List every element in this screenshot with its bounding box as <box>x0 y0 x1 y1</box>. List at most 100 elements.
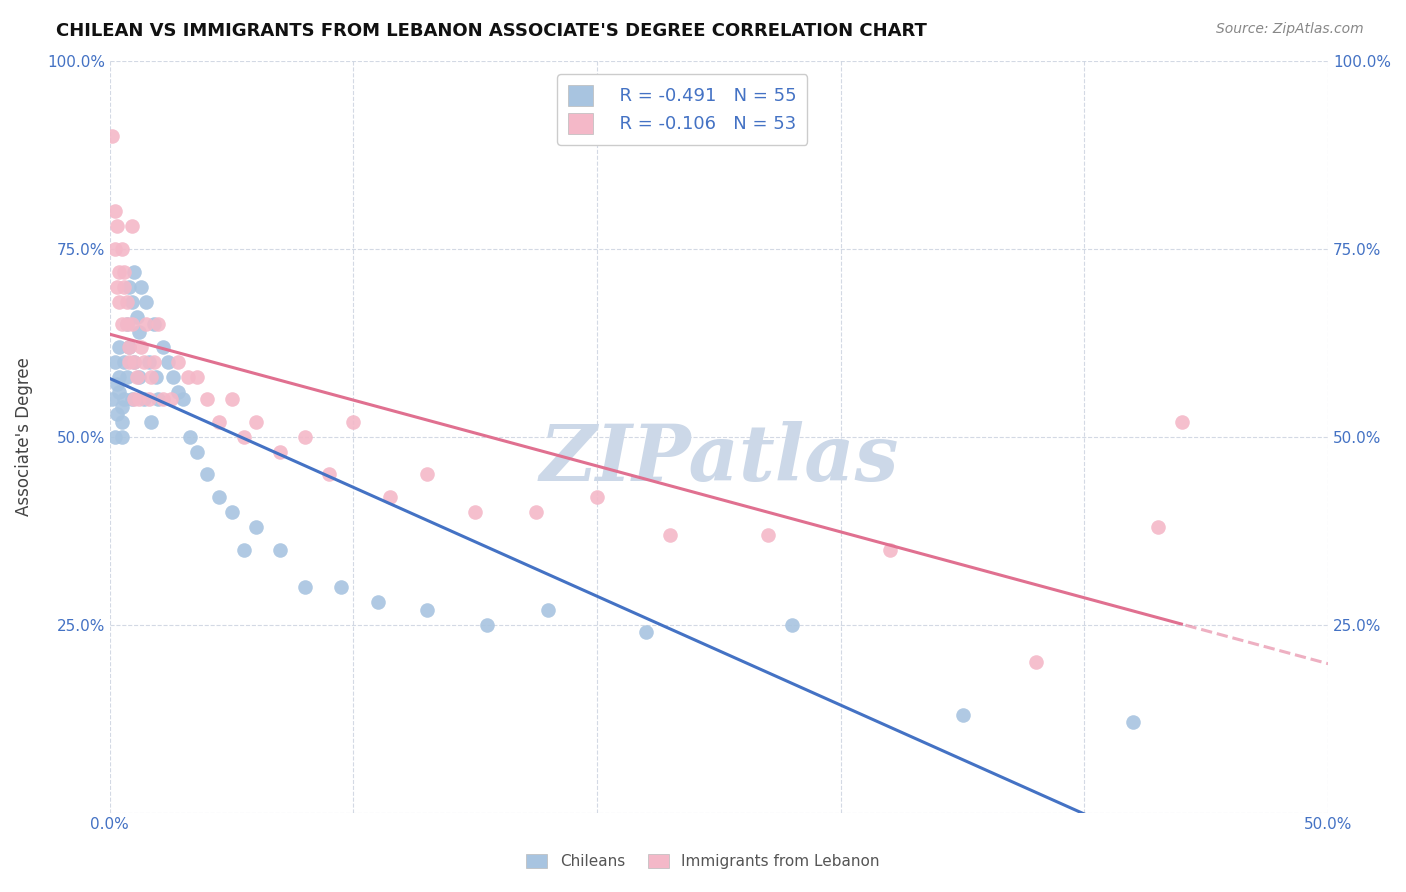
Point <box>101 392 124 407</box>
Point <box>111 415 134 429</box>
Point <box>294 580 316 594</box>
Point <box>157 354 180 368</box>
Point <box>141 415 163 429</box>
Point <box>269 542 291 557</box>
Point <box>122 392 145 407</box>
Point <box>111 430 134 444</box>
Point <box>121 392 143 407</box>
Point <box>118 354 141 368</box>
Point <box>111 317 134 331</box>
Point <box>118 279 141 293</box>
Point <box>131 279 153 293</box>
Point <box>118 340 141 354</box>
Point <box>135 317 157 331</box>
Point <box>756 527 779 541</box>
Text: Source: ZipAtlas.com: Source: ZipAtlas.com <box>1216 22 1364 37</box>
Point <box>122 354 145 368</box>
Point <box>1122 715 1144 730</box>
Point <box>952 707 974 722</box>
Point <box>232 430 254 444</box>
Point <box>142 354 165 368</box>
Point <box>108 384 131 399</box>
Point <box>104 430 127 444</box>
Point <box>342 415 364 429</box>
Point <box>477 617 499 632</box>
Legend: Chileans, Immigrants from Lebanon: Chileans, Immigrants from Lebanon <box>520 848 886 875</box>
Y-axis label: Associate's Degree: Associate's Degree <box>15 358 32 516</box>
Point <box>101 129 124 144</box>
Point <box>104 242 127 256</box>
Point <box>659 527 682 541</box>
Point <box>121 219 143 234</box>
Point <box>634 625 657 640</box>
Point <box>378 490 401 504</box>
Point <box>111 400 134 414</box>
Point <box>524 505 547 519</box>
Point <box>245 415 267 429</box>
Point <box>221 505 243 519</box>
Point <box>162 369 184 384</box>
Point <box>318 467 340 482</box>
Point <box>586 490 609 504</box>
Point <box>232 542 254 557</box>
Point <box>167 384 190 399</box>
Point <box>172 392 194 407</box>
Point <box>152 392 174 407</box>
Point <box>138 392 160 407</box>
Point <box>121 294 143 309</box>
Point <box>111 242 134 256</box>
Point <box>122 354 145 368</box>
Point <box>105 219 128 234</box>
Point <box>128 369 150 384</box>
Point <box>115 317 138 331</box>
Point <box>269 445 291 459</box>
Point <box>294 430 316 444</box>
Point <box>245 520 267 534</box>
Point <box>105 279 128 293</box>
Point <box>121 317 143 331</box>
Point <box>104 354 127 368</box>
Point <box>112 354 135 368</box>
Point <box>112 264 135 278</box>
Point <box>1025 655 1047 669</box>
Point <box>167 354 190 368</box>
Point <box>208 490 231 504</box>
Point <box>112 279 135 293</box>
Point <box>104 204 127 219</box>
Point <box>132 354 155 368</box>
Point <box>195 467 218 482</box>
Point <box>141 369 163 384</box>
Point <box>138 354 160 368</box>
Point <box>108 369 131 384</box>
Point <box>135 294 157 309</box>
Point <box>148 392 170 407</box>
Point <box>128 325 150 339</box>
Point <box>195 392 218 407</box>
Point <box>108 294 131 309</box>
Point <box>105 377 128 392</box>
Point <box>1146 520 1168 534</box>
Point <box>118 340 141 354</box>
Point <box>464 505 486 519</box>
Point <box>131 340 153 354</box>
Point <box>879 542 901 557</box>
Point <box>330 580 353 594</box>
Point <box>186 369 208 384</box>
Point <box>186 445 208 459</box>
Point <box>128 392 150 407</box>
Point <box>115 317 138 331</box>
Point <box>115 294 138 309</box>
Text: CHILEAN VS IMMIGRANTS FROM LEBANON ASSOCIATE'S DEGREE CORRELATION CHART: CHILEAN VS IMMIGRANTS FROM LEBANON ASSOC… <box>56 22 927 40</box>
Point <box>125 369 148 384</box>
Point <box>179 430 201 444</box>
Text: ZIPatlas: ZIPatlas <box>540 421 898 498</box>
Point <box>415 467 437 482</box>
Point <box>142 317 165 331</box>
Point <box>122 264 145 278</box>
Point <box>152 340 174 354</box>
Point <box>148 317 170 331</box>
Point <box>132 392 155 407</box>
Point <box>208 415 231 429</box>
Point <box>415 602 437 616</box>
Point <box>159 392 181 407</box>
